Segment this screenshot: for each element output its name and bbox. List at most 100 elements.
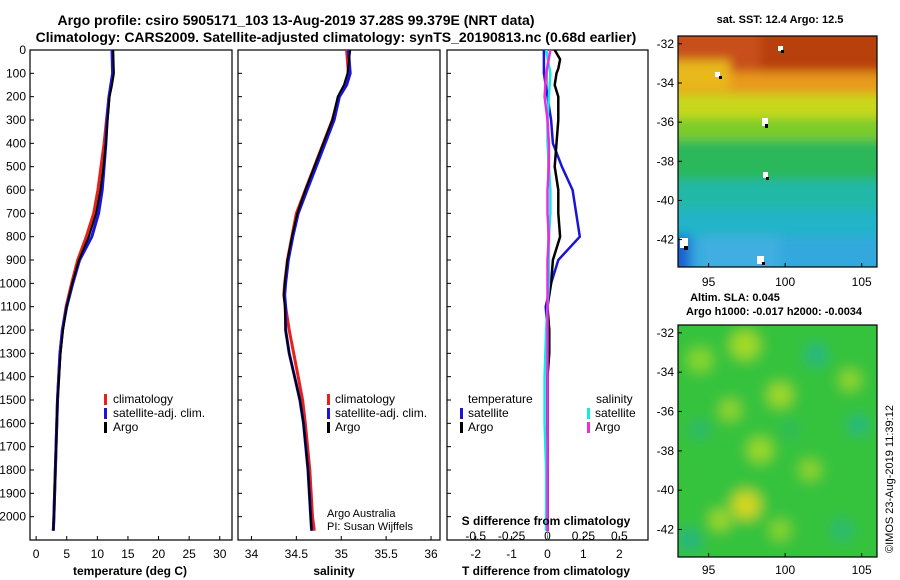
depth-tick-label: 800 [6, 230, 26, 244]
sla-field [678, 325, 877, 557]
temperature-tick-label: 30 [213, 547, 227, 561]
depth-tick-label: 900 [6, 253, 26, 267]
depth-tick-label: 1600 [0, 416, 26, 430]
map-y-tick-label: -36 [657, 405, 675, 419]
map-y-tick-label: -34 [657, 365, 675, 379]
sla-map-title-line1: Altim. SLA: 0.045 [690, 292, 780, 304]
s-difference-tick-label: -0.5 [465, 529, 486, 543]
t-difference-tick-label: 0 [544, 547, 551, 561]
difference-x-axis: -2 -1 0 1 2 [470, 536, 623, 561]
t-difference-tick-label: 2 [616, 547, 623, 561]
depth-tick-label: 100 [6, 66, 26, 80]
title-line2: Climatology: CARS2009. Satellite-adjuste… [36, 29, 637, 45]
legend-label-argo: Argo [113, 420, 139, 434]
salinity-tick-label: 34.5 [285, 547, 309, 561]
sla-map-frame [677, 324, 878, 558]
sst-map-masks [680, 46, 784, 265]
depth-tick-label: 500 [6, 160, 26, 174]
depth-tick-label: 1500 [0, 393, 26, 407]
difference-axis-label: T difference from climatology [462, 564, 630, 578]
salinity-tick-label: 35 [335, 547, 349, 561]
legend-swatch-satellite [104, 408, 107, 419]
depth-tick-label: 700 [6, 206, 26, 220]
title-line1: Argo profile: csiro 5905171_103 13-Aug-2… [58, 12, 535, 28]
depth-tick-label: 1700 [0, 440, 26, 454]
temperature-tick-label: 10 [91, 547, 105, 561]
watermark: ©IMOS 23-Aug-2019 11:39:12 [884, 405, 896, 553]
legend-swatch-t-argo [460, 422, 463, 433]
salinity-tick-label: 36 [424, 547, 438, 561]
temperature-tick-label: 25 [182, 547, 196, 561]
depth-tick-label: 0 [19, 43, 26, 57]
legend-swatch-climatology [104, 394, 107, 405]
map-y-tick-label: -42 [657, 522, 675, 536]
series-s-argo [543, 49, 552, 531]
depth-tick-label: 1200 [0, 323, 26, 337]
depth-tick-label: 600 [6, 183, 26, 197]
legend-label-satellite: satellite-adj. clim. [113, 406, 205, 420]
series-argo [52, 49, 115, 531]
series-satellite-adj-clim- [283, 49, 352, 531]
sst-map [678, 36, 877, 267]
sla-map [678, 325, 877, 557]
legend-label-s-argo: Argo [595, 420, 621, 434]
map-x-tick-label: 100 [775, 563, 795, 577]
depth-tick-label: 400 [6, 136, 26, 150]
salinity-axis-label: salinity [313, 564, 355, 578]
depth-tick-label: 1800 [0, 463, 26, 477]
map-y-tick-label: -38 [657, 444, 675, 458]
temperature-legend: climatology satellite-adj. clim. Argo [104, 392, 205, 434]
map-y-tick-label: -40 [657, 483, 675, 497]
legend-swatch-t-satellite [460, 408, 463, 419]
sst-map-axes: -32 -34 -36 -38 -40 -42 95 100 105 [657, 37, 872, 289]
map-y-tick-label: -42 [657, 233, 675, 247]
temperature-panel [29, 49, 233, 541]
temperature-tick-label: 5 [63, 547, 70, 561]
legend-label-climatology: climatology [113, 392, 173, 406]
temperature-axis-label: temperature (deg C) [73, 564, 187, 578]
sst-map-title: sat. SST: 12.4 Argo: 12.5 [717, 14, 844, 26]
map-y-tick-label: -34 [657, 76, 675, 90]
t-difference-tick-label: 1 [580, 547, 587, 561]
map-y-tick-label: -40 [657, 193, 675, 207]
depth-tick-label: 1900 [0, 486, 26, 500]
map-y-tick-label: -32 [657, 37, 675, 51]
legend-header-salinity: salinity [596, 392, 633, 406]
series-climatology [282, 49, 350, 531]
salinity-x-axis: 34 34.5 35 35.5 36 [245, 536, 438, 561]
temperature-series [51, 49, 115, 531]
t-difference-tick-label: -2 [470, 547, 481, 561]
map-y-tick-label: -32 [657, 326, 675, 340]
sst-field [678, 36, 877, 267]
salinity-legend: climatology satellite-adj. clim. Argo [327, 392, 427, 434]
temperature-tick-label: 0 [33, 547, 40, 561]
credit-line1: Argo Australia [327, 508, 396, 520]
s-difference-axis-label: S difference from climatology [462, 514, 631, 528]
depth-axis: 0 100 200 300 400 500 600 700 800 900 1000 1100 1200… [0, 43, 451, 524]
temperature-x-axis: 0 5 10 15 20 25 30 [33, 536, 227, 561]
legend-swatch-s-argo [587, 422, 590, 433]
map-x-tick-label: 100 [775, 275, 795, 289]
depth-tick-label: 1000 [0, 276, 26, 290]
legend-swatch-climatology [327, 394, 330, 405]
legend-label-s-satellite: satellite [595, 406, 636, 420]
s-difference-tick-label: -0.25 [498, 529, 526, 543]
difference-series [542, 49, 582, 540]
map-x-tick-label: 95 [702, 563, 716, 577]
temperature-tick-label: 15 [121, 547, 135, 561]
depth-tick-label: 1300 [0, 346, 26, 360]
salinity-tick-label: 35.5 [374, 547, 398, 561]
temperature-tick-label: 20 [152, 547, 166, 561]
legend-swatch-argo [327, 422, 330, 433]
legend-label-t-argo: Argo [468, 420, 494, 434]
credit-line2: PI: Susan Wijffels [327, 521, 413, 533]
legend-label-climatology: climatology [335, 392, 395, 406]
legend-swatch-argo [104, 422, 107, 433]
s-difference-tick-label: 0.5 [611, 529, 628, 543]
depth-tick-label: 200 [6, 90, 26, 104]
legend-header-temperature: temperature [468, 392, 533, 406]
salinity-tick-label: 34 [245, 547, 259, 561]
salinity-panel [237, 49, 441, 541]
map-x-tick-label: 105 [852, 563, 872, 577]
